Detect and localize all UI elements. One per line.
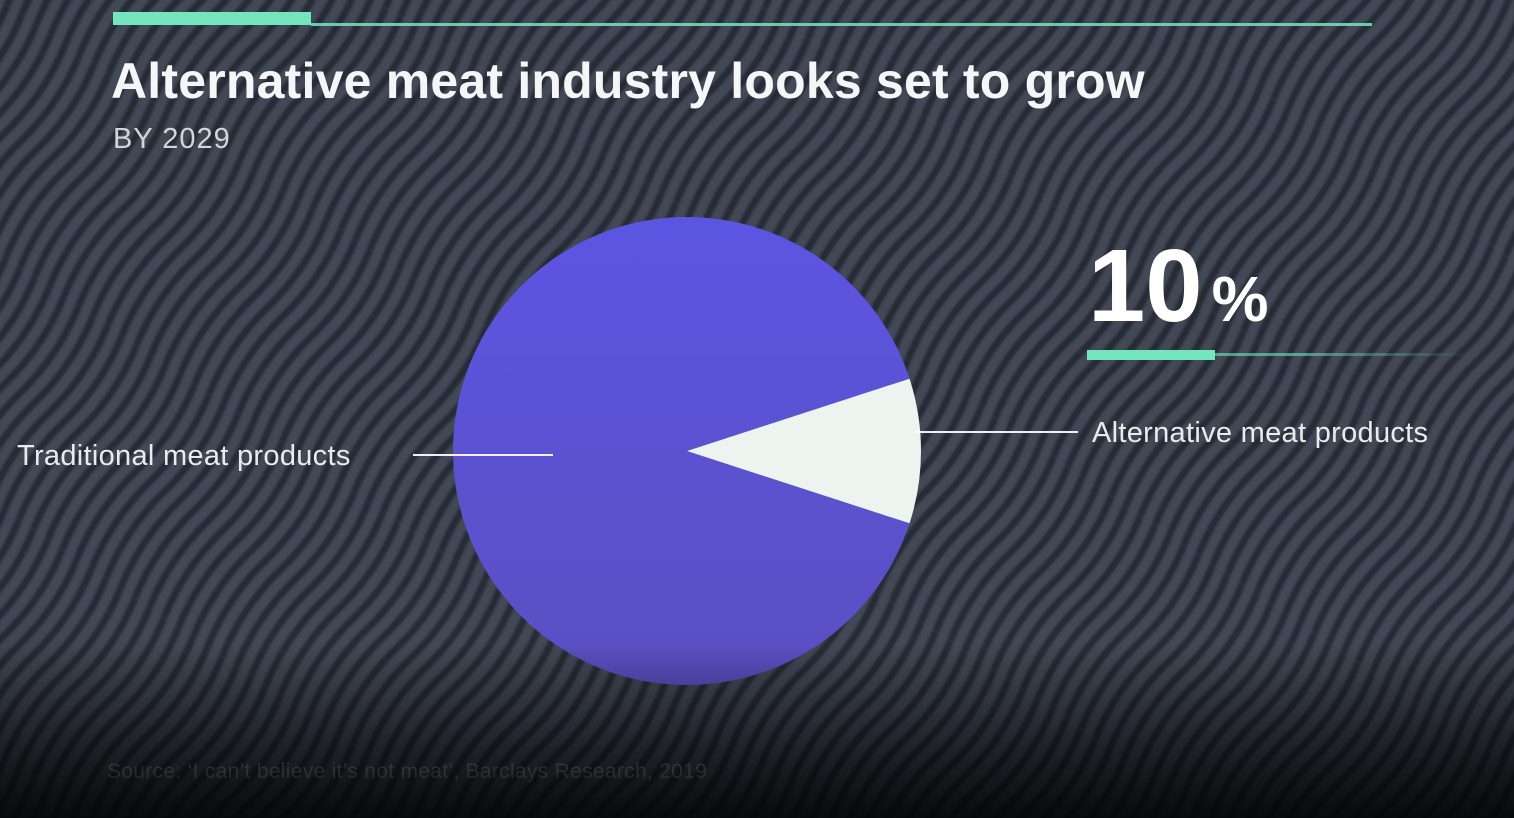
- stat-percent-sign: %: [1211, 263, 1269, 335]
- top-accent-line: [311, 23, 1372, 26]
- stat-underline-bar: [1087, 350, 1215, 360]
- page-title: Alternative meat industry looks set to g…: [111, 53, 1145, 109]
- stat-highlight: 10 %: [1088, 234, 1268, 337]
- pie-slice-alternative: [687, 378, 922, 524]
- label-traditional-meat-products: Traditional meat products: [17, 440, 351, 472]
- stat-underline-line: [1215, 353, 1473, 356]
- callout-line-alternative: [915, 431, 1078, 433]
- stat-value: 10: [1088, 228, 1203, 343]
- page-subtitle: BY 2029: [113, 123, 231, 155]
- source-attribution: Source: ‘I can’t believe it’s not meat’,…: [107, 760, 708, 783]
- label-alternative-meat-products: Alternative meat products: [1092, 417, 1429, 449]
- callout-line-traditional: [413, 454, 553, 456]
- pie-chart: [453, 217, 922, 685]
- pie-slice-traditional: [453, 217, 910, 685]
- top-accent-bar: [113, 12, 311, 25]
